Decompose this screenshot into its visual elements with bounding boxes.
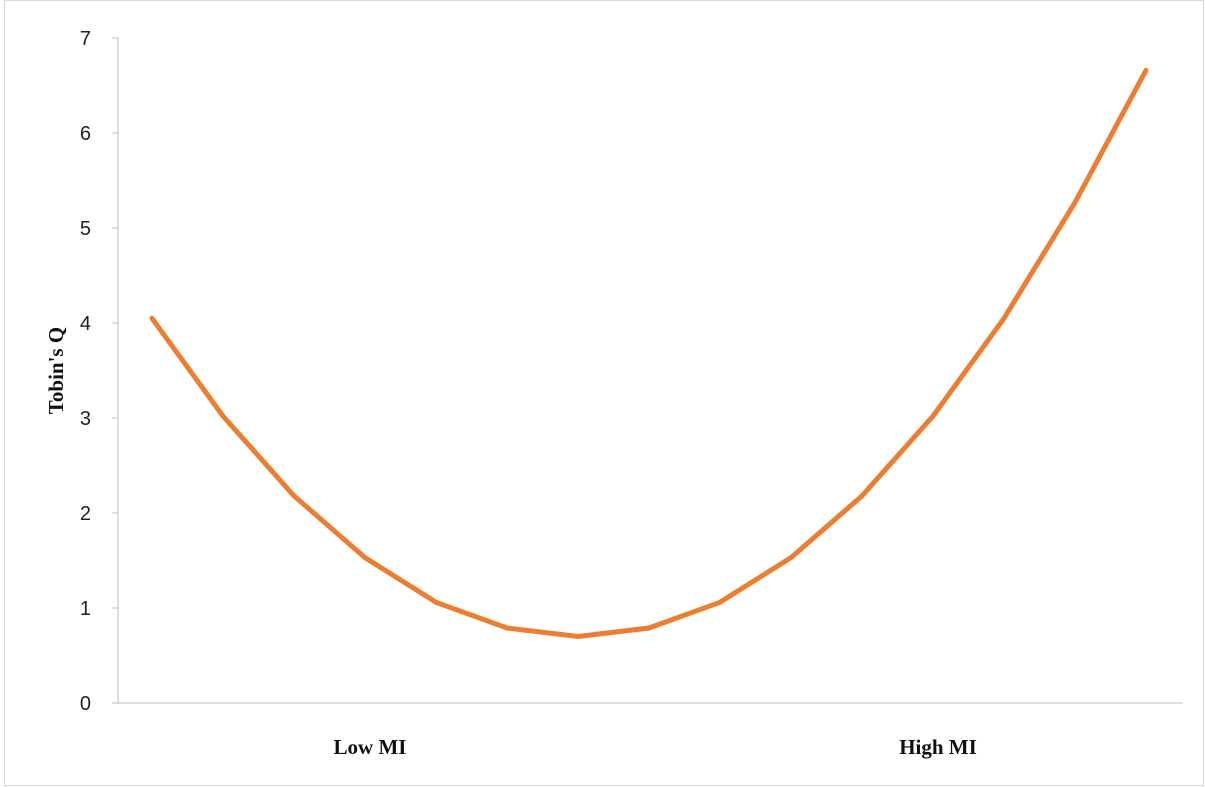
- chart-border: [4, 0, 1204, 786]
- y-tick-label: 6: [80, 123, 91, 145]
- y-tick-label: 0: [80, 693, 91, 715]
- y-tick-label: 2: [80, 503, 91, 525]
- y-tick-label: 3: [80, 408, 91, 430]
- y-tick-label: 4: [80, 313, 91, 335]
- x-category-label: High MI: [899, 735, 977, 759]
- series-line: [149, 67, 1149, 639]
- y-tick-label: 7: [80, 28, 91, 50]
- y-axis-ticks: 0 1 2 3 4 5 6 7: [80, 28, 118, 715]
- x-axis-categories: Low MI High MI: [334, 735, 977, 759]
- y-tick-label: 1: [80, 598, 91, 620]
- y-tick-label: 5: [80, 218, 91, 240]
- y-axis-title: Tobin's Q: [44, 327, 68, 414]
- x-category-label: Low MI: [334, 735, 407, 759]
